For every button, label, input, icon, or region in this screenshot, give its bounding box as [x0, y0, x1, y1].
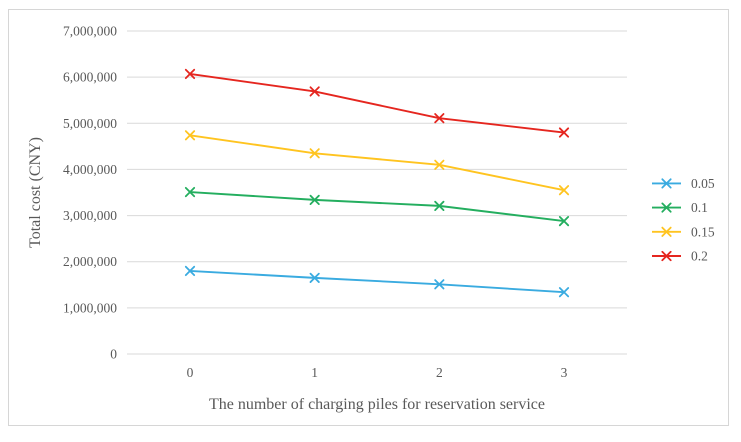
- series-line-0.05: [189, 269, 565, 294]
- x-marker-icon: [434, 279, 445, 290]
- legend-label: 0.05: [691, 176, 715, 191]
- x-marker-icon: [558, 216, 570, 227]
- x-marker-icon: [184, 265, 196, 277]
- series-line-0.15: [189, 134, 565, 192]
- y-axis-title: Total cost (CNY): [27, 137, 44, 248]
- x-marker-icon: [558, 185, 570, 196]
- x-tick-label: 1: [311, 365, 318, 380]
- legend-marker-icon: [661, 226, 672, 237]
- y-tick-label: 4,000,000: [63, 162, 117, 177]
- y-tick-label: 6,000,000: [63, 70, 117, 85]
- x-marker-icon: [558, 127, 570, 138]
- legend-marker-icon: [661, 250, 672, 262]
- x-marker-icon: [309, 148, 320, 159]
- x-marker-icon: [309, 86, 320, 97]
- legend-label: 0.2: [691, 249, 708, 264]
- x-marker-icon: [184, 68, 196, 80]
- y-tick-label: 0: [110, 347, 117, 362]
- y-tick-label: 5,000,000: [63, 116, 117, 131]
- x-marker-icon: [309, 194, 320, 205]
- series-line-0.2: [189, 72, 565, 134]
- x-marker-icon: [434, 113, 445, 124]
- y-tick-label: 1,000,000: [63, 300, 117, 315]
- y-tick-label: 7,000,000: [63, 24, 117, 39]
- x-marker-icon: [309, 272, 320, 283]
- x-axis-title: The number of charging piles for reserva…: [209, 396, 545, 413]
- x-marker-icon: [558, 287, 570, 298]
- legend-marker-icon: [661, 178, 672, 189]
- y-tick-label: 3,000,000: [63, 208, 117, 223]
- legend-label: 0.1: [691, 200, 708, 215]
- x-marker-icon: [184, 130, 196, 141]
- x-marker-icon: [184, 186, 196, 198]
- figure-border: [8, 9, 729, 426]
- x-tick-label: 0: [187, 365, 194, 380]
- x-tick-label: 3: [561, 365, 568, 380]
- legend-marker-icon: [661, 202, 672, 213]
- x-marker-icon: [434, 200, 445, 211]
- legend-label: 0.15: [691, 224, 715, 239]
- y-tick-label: 2,000,000: [63, 254, 117, 269]
- x-tick-label: 2: [436, 365, 443, 380]
- series-line-0.1: [189, 191, 565, 223]
- x-marker-icon: [434, 159, 445, 170]
